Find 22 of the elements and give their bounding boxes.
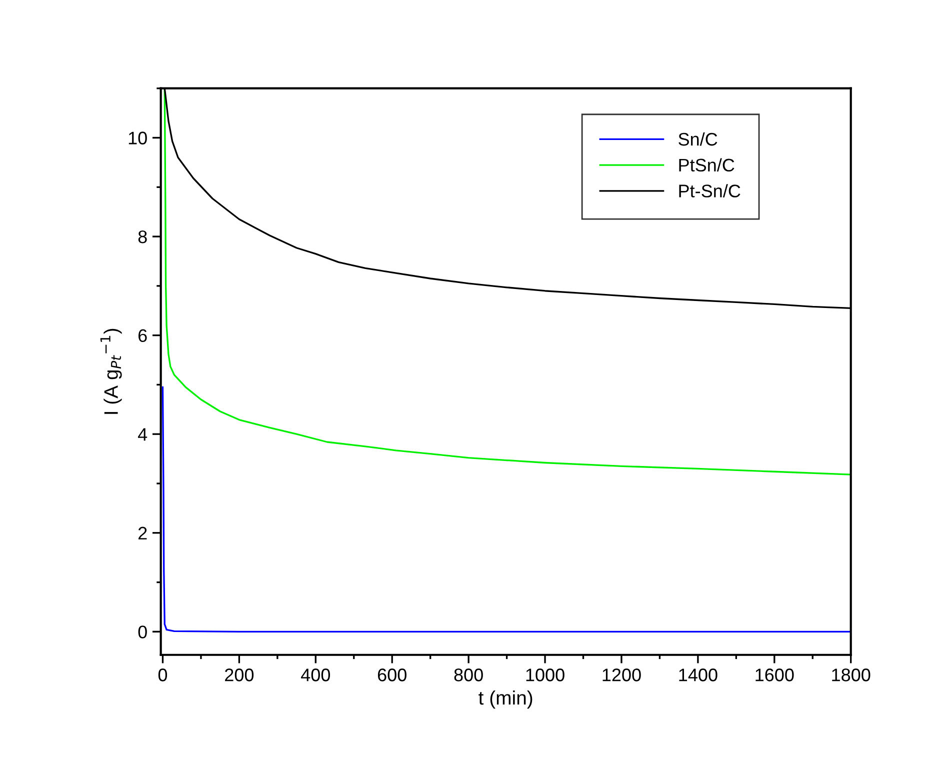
- x-tick-label: 1400: [679, 668, 718, 682]
- y-tick-label: 4: [138, 428, 148, 441]
- legend-label: PtSn/C: [679, 158, 734, 172]
- y-tick-label: 10: [128, 132, 147, 144]
- x-tick-label: 0: [158, 668, 168, 682]
- x-tick-label: 1800: [832, 668, 870, 682]
- y-tick-label: 6: [138, 329, 147, 342]
- y-tick-label: 0: [138, 626, 147, 638]
- x-tick-label: 800: [454, 668, 483, 682]
- y-tick-label: 8: [138, 230, 147, 244]
- x-tick-label: 1600: [756, 668, 794, 682]
- x-axis-title: t (min): [478, 690, 532, 709]
- y-tick-label: 2: [138, 526, 147, 540]
- legend-label: Pt-Sn/C: [679, 184, 740, 198]
- x-tick-label: 1000: [526, 668, 564, 682]
- x-tick-label: 200: [225, 668, 254, 682]
- x-tick-label: 1200: [602, 668, 641, 682]
- x-tick-label: 400: [301, 668, 330, 682]
- line-series: [162, 386, 851, 632]
- legend-label: Sn/C: [678, 132, 718, 146]
- y-axis-title: I (A g$_{Pt}$$^{−1}$): [100, 328, 122, 414]
- x-tick-label: 600: [378, 668, 406, 682]
